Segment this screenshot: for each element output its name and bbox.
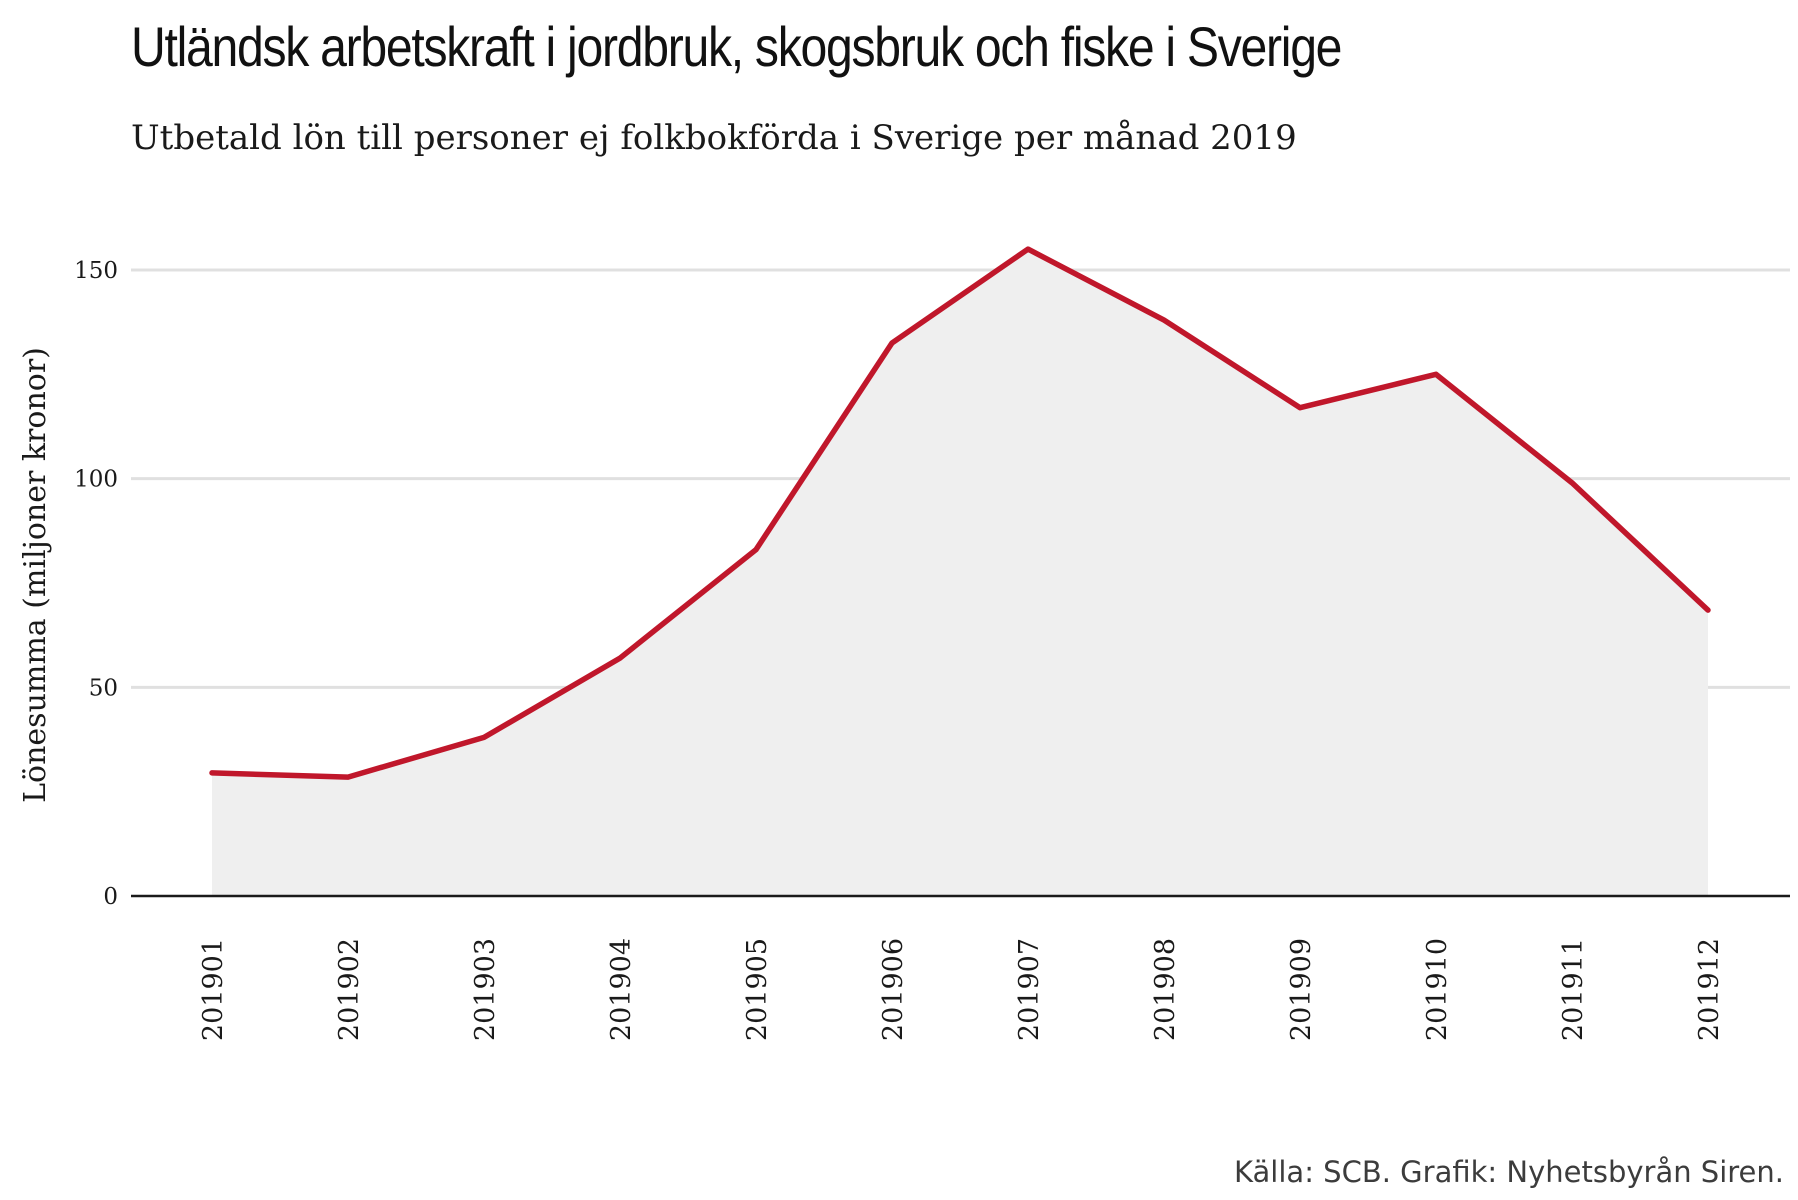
line-area-chart: 0 50 100 150 201901 201902 201903 201904 201905… (18, 246, 1790, 1041)
x-tick-label: 201904 (606, 938, 637, 1041)
x-tick-label: 201907 (1014, 938, 1045, 1041)
y-axis-label: Lönesumma (miljoner kronor) (18, 347, 53, 803)
area-fill (212, 249, 1708, 897)
x-tick-label: 201901 (198, 938, 229, 1041)
x-tick-label: 201909 (1286, 938, 1317, 1041)
y-tick-label: 50 (89, 675, 118, 701)
y-tick-label: 150 (74, 258, 118, 284)
x-tick-labels: 201901 201902 201903 201904 201905 201906 2019… (198, 938, 1725, 1041)
x-tick-label: 201903 (470, 938, 501, 1041)
y-tick-labels: 0 50 100 150 (74, 258, 118, 910)
y-tick-label: 0 (103, 884, 118, 910)
source-credit: Källa: SCB. Grafik: Nyhetsbyrån Siren. (1234, 1155, 1784, 1189)
y-tick-label: 100 (74, 467, 118, 493)
x-tick-label: 201912 (1694, 938, 1725, 1041)
x-tick-label: 201905 (742, 938, 773, 1041)
x-tick-label: 201902 (334, 938, 365, 1041)
chart-title: Utländsk arbetskraft i jordbruk, skogsbr… (131, 15, 1342, 78)
x-tick-label: 201911 (1558, 938, 1589, 1041)
x-tick-label: 201906 (878, 938, 909, 1041)
chart-subtitle: Utbetald lön till personer ej folkbokför… (131, 118, 1297, 158)
x-tick-label: 201910 (1422, 938, 1453, 1041)
x-tick-label: 201908 (1150, 938, 1181, 1041)
series-line (209, 246, 1711, 780)
